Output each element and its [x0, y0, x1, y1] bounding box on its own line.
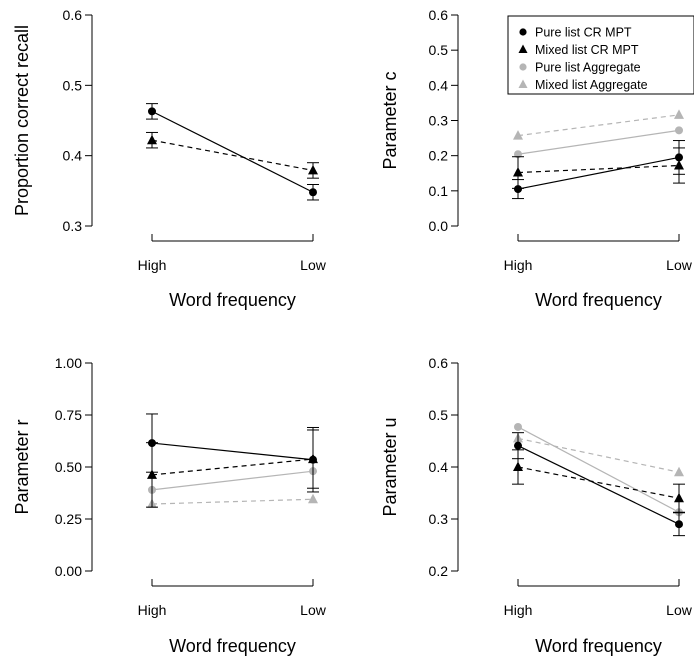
series-line	[517, 466, 680, 499]
series-line	[151, 442, 314, 461]
series-line	[517, 114, 680, 137]
y-axis-title: Proportion correct recall	[12, 25, 32, 216]
x-tick-label: Low	[666, 257, 693, 273]
data-point	[148, 107, 156, 116]
data-point	[514, 185, 522, 194]
y-tick-label: 0.2	[429, 563, 449, 579]
data-point	[674, 109, 684, 119]
x-tick-label: Low	[300, 602, 327, 618]
x-axis-title: Word frequency	[169, 636, 296, 656]
y-axis-title: Parameter c	[380, 71, 400, 169]
data-point	[675, 520, 683, 529]
panel-1: 0.3 0.4 0.5 0.6 High Low Word frequency Proport…	[12, 7, 327, 310]
y-tick-label: 0.00	[55, 563, 82, 579]
series-mixed-list-cr-mpt	[146, 429, 319, 508]
series-pure-list-cr-mpt	[512, 140, 685, 200]
x-tick-label: Low	[666, 602, 693, 618]
legend-box	[507, 15, 694, 95]
y-tick-label: 0.5	[63, 77, 83, 93]
y-tick-label: 0.5	[429, 42, 449, 58]
data-point	[675, 126, 683, 135]
y-tick-label: 0.25	[55, 511, 82, 527]
data-point	[147, 134, 157, 145]
legend-label: Mixed list CR MPT	[535, 43, 639, 57]
legend-label: Pure list Aggregate	[535, 61, 641, 75]
series-line	[151, 458, 314, 476]
data-point	[308, 493, 318, 504]
data-point	[674, 160, 684, 170]
panel-3: 0.00 0.25 0.50 0.75 1.00 High Low Word frequenc…	[12, 355, 327, 656]
y-tick-label: 0.4	[429, 77, 449, 93]
legend-label: Mixed list Aggregate	[535, 78, 648, 92]
y-tick-label: 0.1	[429, 183, 449, 199]
series-line	[517, 445, 680, 525]
data-point	[513, 130, 523, 140]
y-tick-label: 0.3	[63, 218, 83, 234]
data-point	[513, 167, 523, 177]
y-tick-label: 0.2	[429, 148, 449, 164]
legend-label: Pure list CR MPT	[535, 26, 632, 40]
data-point	[309, 188, 317, 197]
data-point	[674, 492, 684, 503]
x-tick-label: High	[504, 257, 533, 273]
series-line	[517, 129, 680, 155]
data-point	[514, 441, 522, 450]
series-line	[517, 156, 680, 190]
y-axis-title: Parameter r	[12, 419, 32, 514]
x-tick-label: High	[138, 257, 167, 273]
y-tick-label: 0.6	[429, 355, 449, 371]
data-point	[308, 164, 318, 175]
series-mixed-list-cr-mpt	[512, 147, 685, 189]
series-pure-list-cr-mpt	[146, 103, 319, 201]
legend-marker	[518, 44, 528, 53]
series-pure-list-aggregate	[148, 467, 317, 494]
panel-2: 0.0 0.1 0.2 0.3 0.4 0.5 0.6 High Low Word frequen…	[380, 7, 694, 310]
x-tick-label: High	[138, 602, 167, 618]
legend-marker	[519, 28, 527, 36]
y-axis-title: Parameter u	[380, 417, 400, 516]
y-tick-label: 0.75	[55, 407, 82, 423]
series-line	[517, 164, 680, 174]
legend: Pure list CR MPT Mixed list CR MPT Pure li…	[507, 15, 694, 95]
legend-marker	[518, 79, 528, 88]
series-line	[151, 498, 314, 505]
x-axis-title: Word frequency	[169, 290, 296, 310]
data-point	[308, 453, 318, 464]
series-line	[151, 110, 314, 193]
series-pure-list-cr-mpt	[512, 432, 685, 537]
series-line	[517, 437, 680, 473]
y-tick-label: 0.4	[429, 459, 449, 475]
y-tick-label: 0.5	[429, 407, 449, 423]
x-axis-title: Word frequency	[535, 636, 662, 656]
x-axis-title: Word frequency	[535, 290, 662, 310]
x-tick-label: High	[504, 602, 533, 618]
y-tick-label: 0.0	[429, 218, 449, 234]
series-line	[151, 139, 314, 172]
panel-4: 0.2 0.3 0.4 0.5 0.6 High Low Word frequency Para…	[380, 355, 693, 656]
data-point	[674, 466, 684, 477]
y-tick-label: 0.4	[63, 148, 83, 164]
series-mixed-list-cr-mpt	[146, 131, 319, 179]
y-tick-label: 0.3	[429, 113, 449, 129]
series-mixed-list-aggregate	[147, 493, 318, 509]
y-tick-label: 1.00	[55, 355, 82, 371]
data-point	[513, 461, 523, 471]
data-point	[514, 422, 522, 431]
x-tick-label: Low	[300, 257, 327, 273]
y-tick-label: 0.6	[429, 7, 449, 23]
data-point	[147, 469, 157, 479]
series-line	[517, 426, 680, 513]
series-pure-list-aggregate	[514, 126, 683, 159]
series-line	[151, 470, 314, 491]
series-mixed-list-aggregate	[513, 109, 684, 140]
legend-marker	[519, 63, 527, 71]
y-tick-label: 0.3	[429, 511, 449, 527]
y-tick-label: 0.6	[63, 7, 83, 23]
series-mixed-list-cr-mpt	[512, 449, 685, 513]
series-pure-list-aggregate	[514, 422, 683, 517]
y-tick-label: 0.50	[55, 459, 82, 475]
